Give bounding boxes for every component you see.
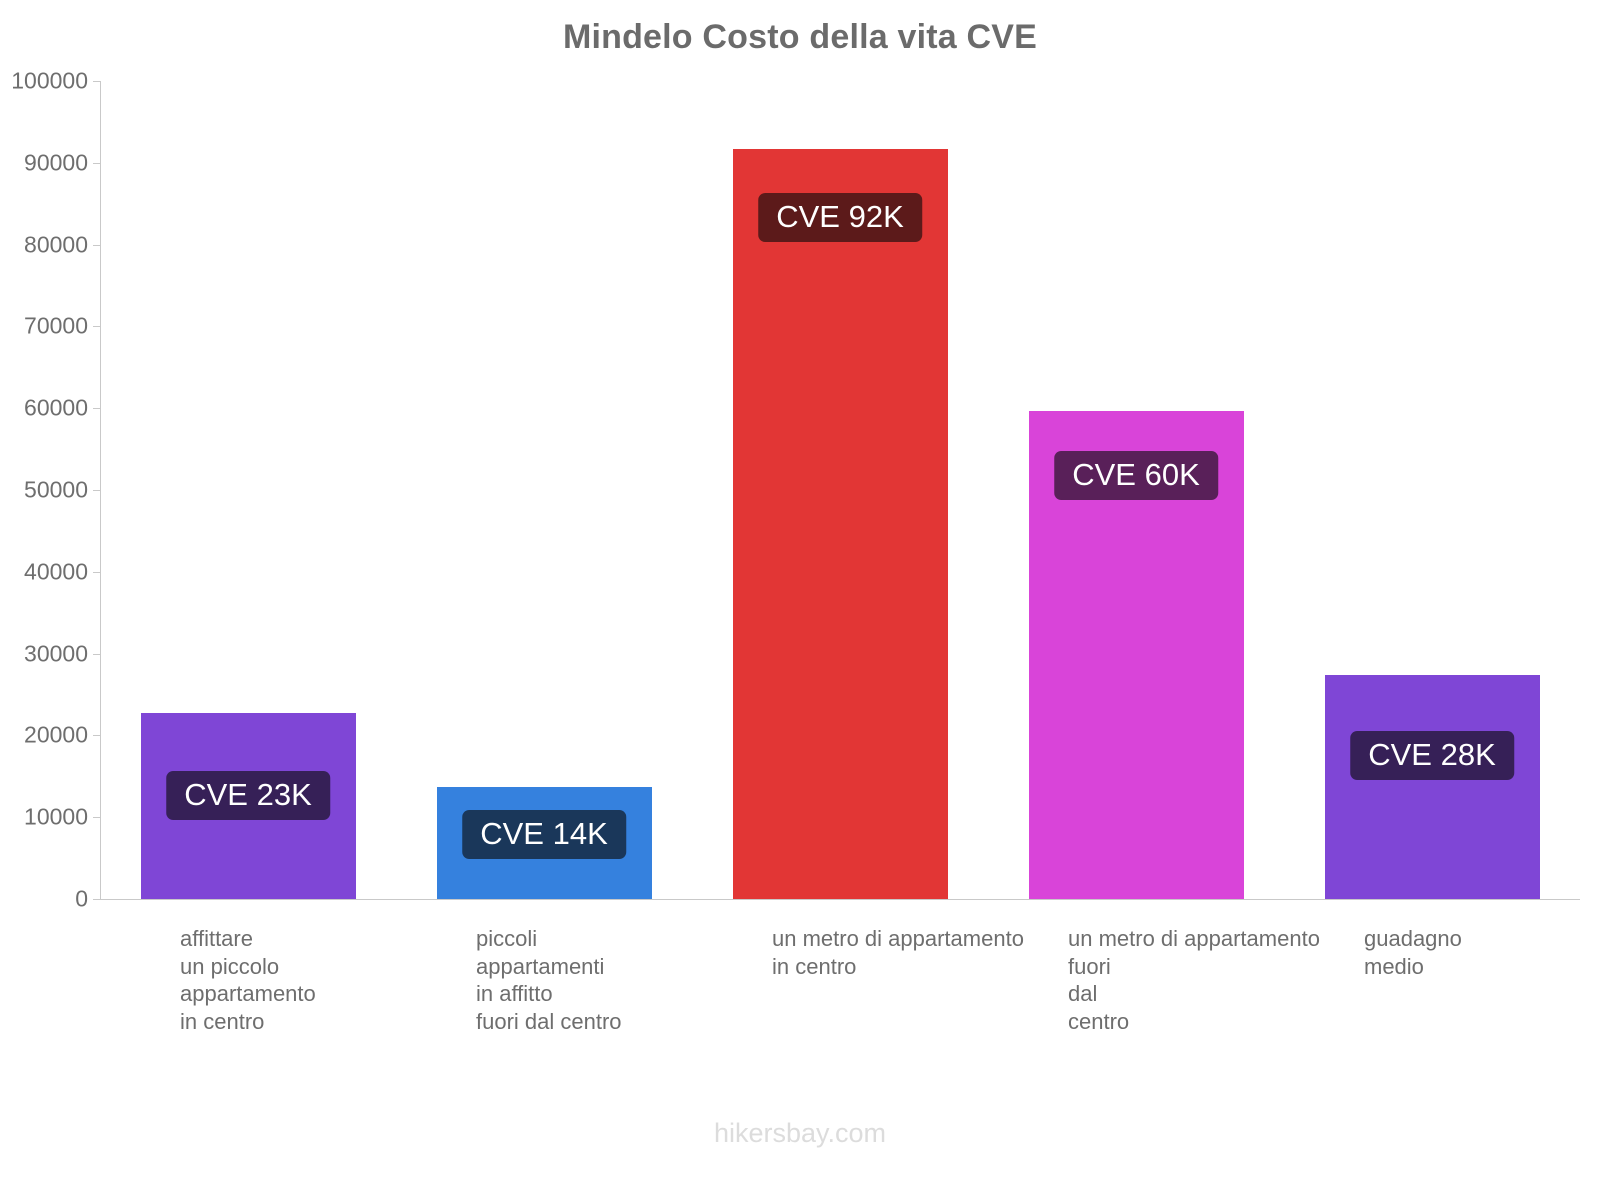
y-axis-tick-label: 90000 — [24, 149, 88, 176]
y-axis-tick-mark — [93, 408, 101, 410]
y-axis-tick-mark — [93, 326, 101, 328]
y-axis-tick-label: 0 — [75, 885, 88, 912]
y-axis-tick-mark — [93, 244, 101, 246]
y-axis-tick-label: 30000 — [24, 640, 88, 667]
y-axis-tick-label: 60000 — [24, 394, 88, 421]
bar-value-label: CVE 14K — [462, 809, 626, 859]
bar[interactable] — [732, 148, 948, 899]
y-axis-tick-mark — [93, 899, 101, 900]
plot-area: CVE 23K CVE 14K CVE 92K CVE 60K CVE 28K — [100, 81, 1580, 899]
x-axis-category-label: affittare un piccolo appartamento in cen… — [180, 926, 316, 1035]
y-axis-tick-mark — [93, 490, 101, 491]
bar-slot: CVE 14K — [436, 81, 652, 899]
y-axis-tick-label: 70000 — [24, 312, 88, 339]
bar-value-label: CVE 23K — [166, 770, 330, 820]
bar-slot: CVE 60K — [1028, 81, 1244, 899]
x-axis-category-label: un metro di appartamento fuori dal centr… — [1068, 926, 1320, 1035]
chart-title: Mindelo Costo della vita CVE — [562, 18, 1038, 56]
bar[interactable] — [1324, 674, 1540, 899]
y-axis-tick-mark — [93, 653, 101, 655]
y-axis-tick-mark — [93, 571, 101, 573]
y-axis-tick-label: 80000 — [24, 231, 88, 258]
y-axis-tick-label: 100000 — [11, 67, 88, 94]
y-axis-tick-mark — [93, 817, 101, 819]
y-axis-tick-mark — [93, 162, 101, 164]
y-axis-tick-label: 20000 — [24, 721, 88, 748]
bar-value-label: CVE 60K — [1054, 451, 1218, 501]
bar-slot: CVE 28K — [1324, 81, 1540, 899]
x-axis-category-label: guadagno medio — [1364, 926, 1462, 979]
x-axis-category-label: un metro di appartamento in centro — [772, 926, 1024, 979]
bar-value-label: CVE 28K — [1350, 730, 1514, 780]
bar-value-label: CVE 92K — [758, 192, 922, 242]
y-axis-tick-mark — [93, 81, 101, 82]
bar-slot: CVE 23K — [140, 81, 356, 899]
bar-slot: CVE 92K — [732, 81, 948, 899]
y-axis-tick-label: 40000 — [24, 558, 88, 585]
y-axis-tick-label: 50000 — [24, 476, 88, 503]
x-axis-category-label: piccoli appartamenti in affitto fuori da… — [476, 926, 622, 1035]
footer-credit: hikersbay.com — [713, 1118, 887, 1148]
y-axis-tick-label: 10000 — [24, 803, 88, 830]
y-axis-tick-mark — [93, 735, 101, 737]
x-axis-line — [100, 899, 1580, 900]
